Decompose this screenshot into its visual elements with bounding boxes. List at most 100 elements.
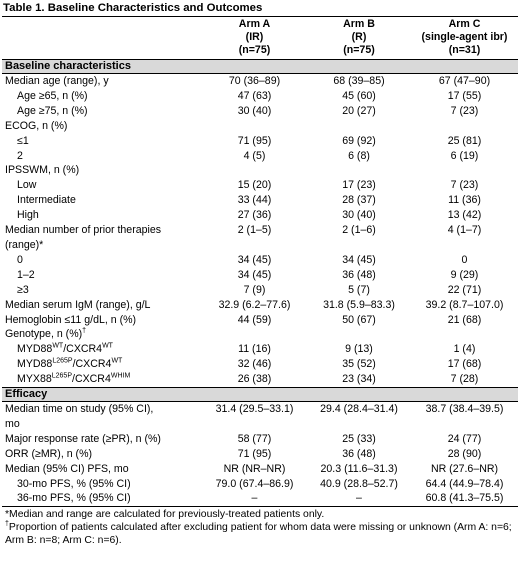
row-label-text: ≤1: [17, 134, 29, 147]
table-row: 2 4 (5) 6 (8) 6 (19): [2, 149, 518, 164]
row-label: ORR (≥MR), n (%): [2, 447, 202, 462]
cell-arm-c: 24 (77): [447, 432, 482, 445]
row-label-sup-b: WT: [102, 342, 113, 350]
row-label-text: Intermediate: [17, 194, 76, 207]
table-body: Baseline characteristics Median age (rang…: [2, 59, 518, 507]
footnote-2-text: Proportion of patients calculated after …: [5, 522, 512, 547]
cell-arm-a: 4 (5): [243, 149, 266, 162]
row-label-text: Age ≥75, n (%): [17, 104, 88, 117]
row-label-text: Age ≥65, n (%): [17, 89, 88, 102]
cell-arm-a: 33 (44): [237, 194, 272, 207]
cell-arm-a: 11 (16): [238, 343, 271, 356]
table-row: ECOG, n (%): [2, 119, 518, 134]
cell-arm-b: [307, 119, 411, 134]
cell-arm-c: 28 (90): [447, 447, 482, 460]
arm-c-regimen: (single-agent ibr): [421, 31, 508, 43]
cell-arm-a: [202, 327, 307, 342]
cell-arm-a: 47 (63): [237, 89, 272, 102]
table-row: Age ≥75, n (%) 30 (40) 20 (27) 7 (23): [2, 104, 518, 119]
cell-arm-b: 31.8 (5.9–83.3): [323, 298, 395, 311]
table-row: 36-mo PFS, % (95% CI) – – 60.8 (41.3–75.5): [2, 491, 518, 506]
row-label: Median serum IgM (range), g/L: [2, 298, 202, 313]
row-label-line2: mo: [5, 417, 20, 430]
row-label: ≤1: [2, 134, 202, 149]
row-label: Age ≥65, n (%): [2, 89, 202, 104]
row-label-text: ECOG, n (%): [5, 119, 68, 132]
footnote-2-mark: †: [5, 520, 9, 528]
cell-arm-a: 71 (95): [237, 447, 272, 460]
row-label: High: [2, 208, 202, 223]
arm-a-regimen: (IR): [245, 31, 264, 43]
cell-arm-b: 20.3 (11.6–31.3): [320, 462, 398, 475]
row-label: Median age (range), y: [2, 74, 202, 89]
cell-arm-b: 6 (8): [348, 149, 370, 162]
cell-arm-c: 60.8 (41.3–75.5): [425, 492, 504, 505]
row-label: MYX88L265P/CXCR4WHIM: [2, 372, 202, 387]
cell-arm-c: 13 (42): [447, 209, 482, 222]
row-label: Median number of prior therapies (range)*: [2, 223, 202, 253]
row-label: Age ≥75, n (%): [2, 104, 202, 119]
cell-arm-a: [202, 119, 307, 134]
arm-a-name: Arm A: [238, 18, 271, 30]
cell-arm-c: 7 (23): [450, 104, 479, 117]
cell-arm-c: 22 (71): [447, 283, 482, 296]
cell-arm-a: 34 (45): [237, 253, 272, 266]
row-label-sup: L265P: [51, 372, 72, 380]
cell-arm-c: 39.2 (8.7–107.0): [425, 298, 504, 311]
row-label: Genotype, n (%)†: [2, 327, 202, 342]
cell-arm-a: 34 (45): [237, 268, 272, 281]
table-row: MYD88WT/CXCR4WT 11 (16) 9 (13) 1 (4): [2, 342, 518, 357]
cell-arm-b: 40.9 (28.8–52.7): [320, 477, 398, 490]
cell-arm-b: 28 (37): [342, 194, 376, 207]
row-label: IPSSWM, n (%): [2, 163, 202, 178]
cell-arm-a: 31.4 (29.5–33.1): [215, 403, 294, 416]
row-label: 2: [2, 149, 202, 164]
table-row: Median serum IgM (range), g/L 32.9 (6.2–7…: [2, 298, 518, 313]
cell-arm-c: [411, 327, 518, 342]
cell-arm-b: 20 (27): [342, 104, 376, 117]
row-label-sup-b: WT: [111, 357, 123, 365]
table-row: 0 34 (45) 34 (45) 0: [2, 253, 518, 268]
row-label-text: 1–2: [17, 268, 35, 281]
row-label-sup: L265P: [52, 357, 73, 365]
table-row: Median number of prior therapies (range)*…: [2, 223, 518, 253]
row-label-text: Median number of prior therapies: [5, 224, 162, 237]
header-arm-b: Arm B (R) (n=75): [307, 16, 411, 60]
cell-arm-b: 17 (23): [342, 179, 376, 192]
cell-arm-b: [307, 327, 411, 342]
cell-arm-b: 29.4 (28.4–31.4): [320, 403, 398, 416]
row-label-text: Major response rate (≥PR), n (%): [5, 432, 161, 445]
cell-arm-b: 30 (40): [342, 209, 376, 222]
table-row: ≥3 7 (9) 5 (7) 22 (71): [2, 283, 518, 298]
cell-arm-a: 70 (36–89): [228, 75, 281, 87]
row-label: ECOG, n (%): [2, 119, 202, 134]
cell-arm-c: [411, 163, 518, 178]
arm-a-n: (n=75): [238, 44, 271, 56]
table-row: ≤1 71 (95) 69 (92) 25 (81): [2, 134, 518, 149]
cell-arm-c: 9 (29): [450, 268, 479, 281]
document: Table 1. Baseline Characteristics and Ou…: [2, 2, 518, 548]
section-title: Baseline characteristics: [2, 59, 518, 74]
header-arm-c: Arm C (single-agent ibr) (n=31): [411, 16, 518, 60]
row-label-sup-b: WHIM: [110, 372, 131, 380]
cell-arm-a: 27 (36): [237, 209, 272, 222]
cell-arm-b: 36 (48): [342, 268, 376, 281]
header-blank: [2, 16, 202, 60]
row-label: 0: [2, 253, 202, 268]
cell-arm-a: 2 (1–5): [237, 224, 272, 237]
row-label: 1–2: [2, 268, 202, 283]
row-label: MYD88WT/CXCR4WT: [2, 342, 202, 357]
cell-arm-b: 9 (13): [345, 343, 373, 356]
table-title: Table 1. Baseline Characteristics and Ou…: [3, 2, 263, 14]
footnote-2: †Proportion of patients calculated after…: [5, 521, 515, 547]
footnote-row: *Median and range are calculated for pre…: [2, 506, 518, 548]
table-row: Median (95% CI) PFS, mo NR (NR–NR) 20.3 (1…: [2, 462, 518, 477]
table-row: MYX88L265P/CXCR4WHIM 26 (38) 23 (34) 7 (28): [2, 372, 518, 387]
cell-arm-a: 15 (20): [237, 179, 272, 192]
row-label: Median (95% CI) PFS, mo: [2, 462, 202, 477]
row-label: 30-mo PFS, % (95% CI): [2, 477, 202, 492]
table-row: 1–2 34 (45) 36 (48) 9 (29): [2, 268, 518, 283]
table-row: High 27 (36) 30 (40) 13 (42): [2, 208, 518, 223]
row-label-text: 0: [17, 253, 23, 266]
row-label-text: MYD88: [17, 343, 53, 356]
